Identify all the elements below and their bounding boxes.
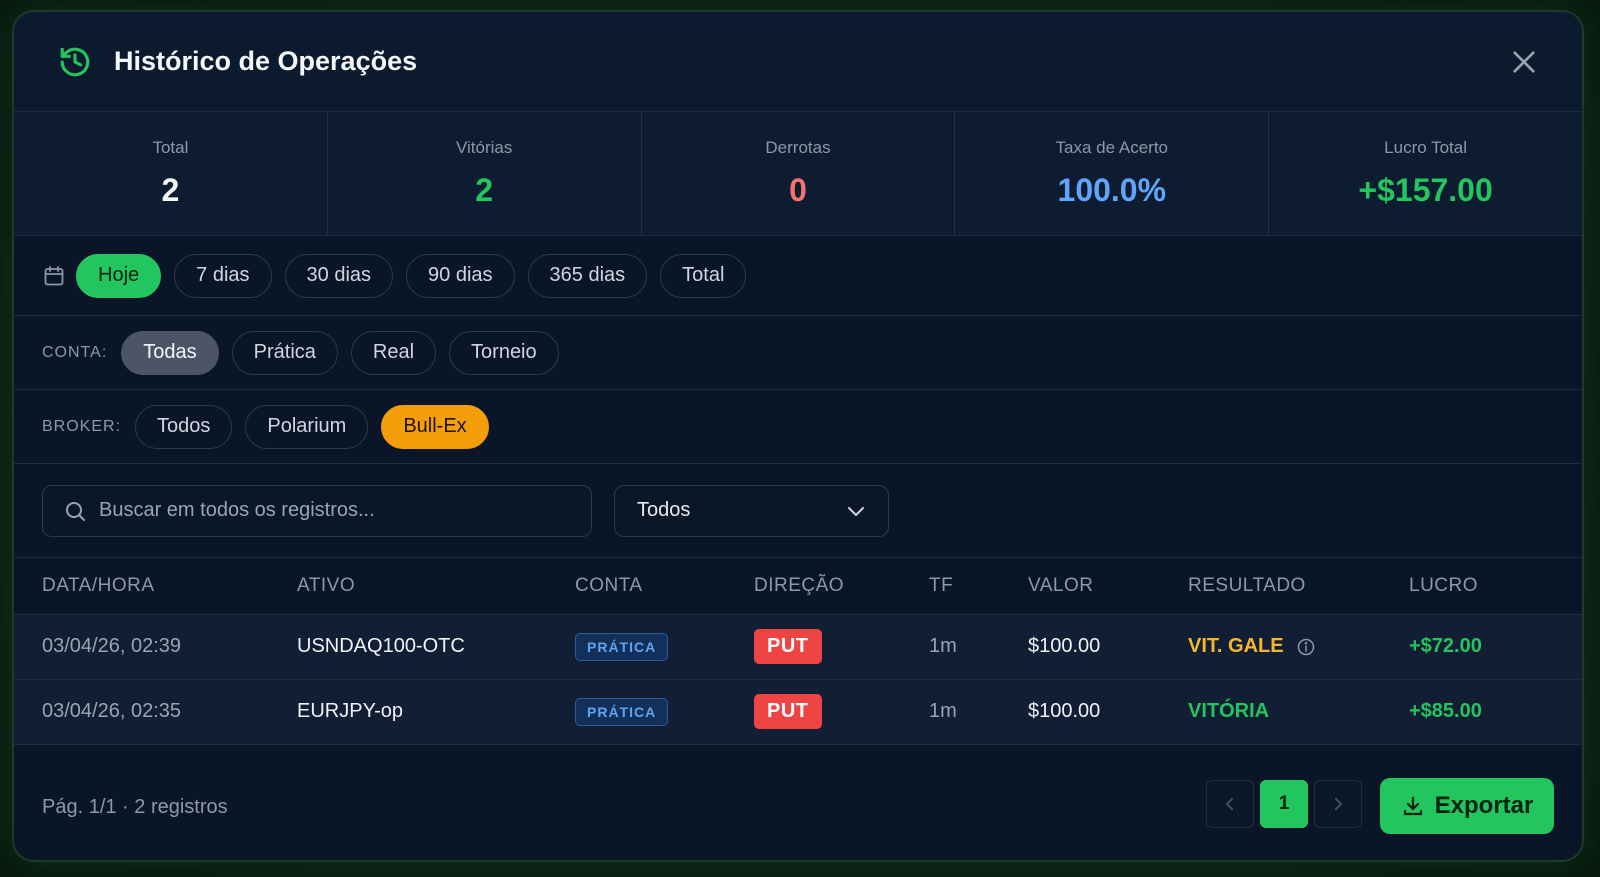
col-profit[interactable]: LUCRO [1409, 574, 1479, 596]
cell-profit: +$85.00 [1409, 700, 1482, 722]
info-icon[interactable] [1296, 637, 1316, 657]
search-row: Todos [14, 464, 1582, 558]
result-gale: VIT. GALE [1188, 635, 1316, 658]
cell-result: VITÓRIA [1188, 679, 1409, 744]
stat-total: Total 2 [14, 112, 328, 235]
account-badge: PRÁTICA [575, 697, 669, 726]
result-text: VIT. GALE [1188, 635, 1284, 657]
stat-losses: Derrotas 0 [642, 112, 956, 235]
stats-bar: Total 2 Vitórias 2 Derrotas 0 Taxa de Ac… [14, 112, 1582, 236]
period-30-days[interactable]: 30 dias [284, 253, 394, 298]
stat-label: Vitórias [456, 138, 513, 157]
broker-polarium[interactable]: Polarium [245, 404, 369, 449]
stat-total-profit: Lucro Total +$157.00 [1269, 112, 1582, 235]
account-all[interactable]: Todas [121, 330, 219, 375]
history-icon [60, 47, 90, 76]
table-header-row: DATA/HORA ATIVO CONTA DIREÇÃO TF VALOR R… [14, 558, 1582, 614]
chevron-right-icon [1334, 797, 1342, 811]
modal-title: Histórico de Operações [114, 46, 418, 76]
account-filter-label: CONTA: [42, 343, 108, 361]
stat-value: 2 [475, 172, 494, 208]
broker-bull-ex[interactable]: Bull-Ex [381, 404, 489, 449]
cell-asset: EURJPY-op [297, 700, 403, 722]
col-result[interactable]: RESULTADO [1188, 574, 1306, 596]
col-direction[interactable]: DIREÇÃO [754, 574, 845, 596]
period-filter: Hoje 7 dias 30 dias 90 dias 365 dias Tot… [14, 236, 1582, 316]
period-7-days[interactable]: 7 dias [174, 253, 272, 298]
prev-page-button[interactable] [1206, 780, 1254, 828]
export-label: Exportar [1434, 792, 1534, 819]
cell-direction: PUT [754, 679, 929, 744]
cell-result: VIT. GALE [1188, 614, 1409, 679]
col-asset[interactable]: ATIVO [297, 574, 356, 596]
cell-timeframe: 1m [929, 700, 957, 722]
stat-value: 2 [161, 172, 180, 208]
cell-timeframe: 1m [929, 635, 957, 657]
chevron-left-icon [1226, 797, 1234, 811]
cell-datetime: 03/04/26, 02:39 [42, 635, 182, 657]
stat-value: +$157.00 [1358, 172, 1493, 208]
export-button[interactable]: Exportar [1380, 778, 1554, 834]
pagination-info: Pág. 1/1 · 2 registros [42, 796, 228, 818]
stat-hit-rate: Taxa de Acerto 100.0% [955, 112, 1270, 235]
search-input[interactable] [99, 499, 559, 522]
cell-profit: +$72.00 [1409, 635, 1482, 657]
cell-datetime: 03/04/26, 02:35 [42, 700, 182, 722]
stat-label: Taxa de Acerto [1055, 138, 1169, 157]
result-text: VITÓRIA [1188, 700, 1270, 722]
chevron-down-icon [848, 506, 864, 516]
operations-table: DATA/HORA ATIVO CONTA DIREÇÃO TF VALOR R… [14, 558, 1582, 745]
table-row[interactable]: 03/04/26, 02:39 USNDAQ100-OTC PRÁTICA PU… [14, 614, 1582, 679]
account-filter: CONTA: Todas Prática Real Torneio [14, 316, 1582, 390]
stat-label: Lucro Total [1384, 138, 1468, 157]
next-page-button[interactable] [1314, 780, 1362, 828]
direction-badge: PUT [754, 629, 822, 664]
stat-label: Derrotas [765, 138, 831, 157]
search-box [42, 484, 592, 537]
search-icon [66, 501, 85, 521]
cell-asset: USNDAQ100-OTC [297, 635, 465, 657]
history-modal: Histórico de Operações Total 2 Vitórias … [12, 10, 1584, 862]
account-practice[interactable]: Prática [231, 330, 338, 375]
cell-amount: $100.00 [1028, 635, 1101, 657]
col-datetime[interactable]: DATA/HORA [42, 574, 155, 596]
cell-account: PRÁTICA [575, 679, 754, 744]
period-90-days[interactable]: 90 dias [406, 253, 515, 298]
period-total[interactable]: Total [660, 253, 747, 298]
broker-all[interactable]: Todos [135, 404, 233, 449]
stat-label: Total [152, 138, 189, 157]
broker-filter-label: BROKER: [42, 417, 122, 435]
period-today[interactable]: Hoje [76, 253, 162, 298]
pagination: 1 [1206, 780, 1362, 828]
stat-value: 0 [789, 172, 807, 208]
broker-filter: BROKER: Todos Polarium Bull-Ex [14, 390, 1582, 464]
account-badge: PRÁTICA [575, 632, 669, 661]
period-365-days[interactable]: 365 dias [527, 253, 648, 298]
modal-header: Histórico de Operações [14, 12, 1582, 112]
cell-account: PRÁTICA [575, 614, 754, 679]
result-select[interactable]: Todos [614, 484, 889, 537]
modal-footer: Pág. 1/1 · 2 registros 1 Exportar [14, 755, 1582, 860]
direction-badge: PUT [754, 694, 822, 729]
close-icon[interactable] [1510, 48, 1538, 76]
page-button-1[interactable]: 1 [1260, 780, 1308, 828]
col-timeframe[interactable]: TF [929, 574, 954, 596]
account-tournament[interactable]: Torneio [449, 330, 559, 375]
cell-direction: PUT [754, 614, 929, 679]
account-real[interactable]: Real [350, 330, 437, 375]
calendar-icon [44, 265, 64, 285]
result-select-value: Todos [637, 499, 691, 521]
table-row[interactable]: 03/04/26, 02:35 EURJPY-op PRÁTICA PUT 1m… [14, 679, 1582, 744]
stat-wins: Vitórias 2 [328, 112, 642, 235]
col-account[interactable]: CONTA [575, 574, 643, 596]
download-icon [1403, 796, 1422, 816]
cell-amount: $100.00 [1028, 700, 1101, 722]
col-amount[interactable]: VALOR [1028, 574, 1094, 596]
stat-value: 100.0% [1057, 172, 1167, 208]
